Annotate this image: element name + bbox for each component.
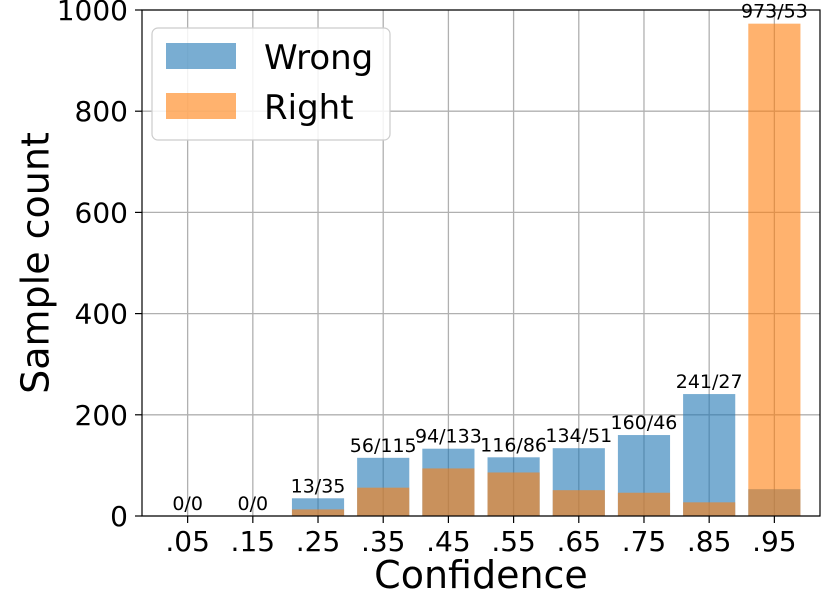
bar-wrong-85 [683,394,736,516]
bar-value-label: 241/27 [676,371,743,393]
bar-right-35 [357,487,410,516]
plot-frame [141,9,821,517]
y-tick-label: 600 [75,196,128,229]
legend-label-wrong: Wrong [264,38,373,78]
legend-swatch-wrong [166,43,236,69]
y-axis-label: Sample count [14,132,58,394]
x-tick-label: .25 [296,525,341,558]
bar-value-label: 13/35 [291,475,346,497]
bar-value-label: 0/0 [238,493,269,515]
y-tick-label: 400 [75,298,128,331]
x-tick-label: .35 [361,525,406,558]
bar-value-label: 116/86 [480,434,547,456]
legend: Wrong Right [151,27,391,141]
bar-right-95 [748,23,801,517]
legend-swatch-right [166,93,236,119]
bar-right-25 [291,509,345,516]
x-tick-label: .15 [231,525,276,558]
legend-label-right: Right [264,88,354,128]
bar-value-label: 160/46 [611,412,678,434]
y-tick-label: 800 [75,95,128,128]
y-tick-label: 0 [110,500,128,533]
x-tick-label: .45 [426,525,471,558]
bar-right-75 [617,492,671,516]
x-tick-label: .95 [752,525,797,558]
bar-value-label: 94/133 [415,426,482,448]
bar-value-label: 973/53 [741,1,808,23]
x-axis-label: Confidence [374,553,588,597]
x-ticks: .05 .15 .25 .35 .45 .55 .65 .75 .85 .95 [165,516,797,558]
x-tick-label: .85 [687,525,732,558]
y-tick-label: 1000 [57,0,128,27]
bar-right-65 [552,490,605,516]
bar-labels: 0/0 0/0 13/3556/11594/133116/86134/51160/4… [172,1,807,515]
bar-right-45 [422,468,475,516]
x-tick-label: .55 [491,525,536,558]
bar-value-label: 134/51 [545,425,612,447]
x-tick-label: .75 [622,525,667,558]
bars [291,23,801,517]
bar-right-55 [487,472,540,516]
y-ticks: 0 200 400 600 800 1000 [57,0,142,533]
x-tick-label: .05 [165,525,210,558]
y-tick-label: 200 [75,399,128,432]
x-tick-label: .65 [557,525,602,558]
bar-right-85 [683,502,736,516]
bar-value-label: 56/115 [350,435,417,457]
bar-value-label: 0/0 [172,493,203,515]
